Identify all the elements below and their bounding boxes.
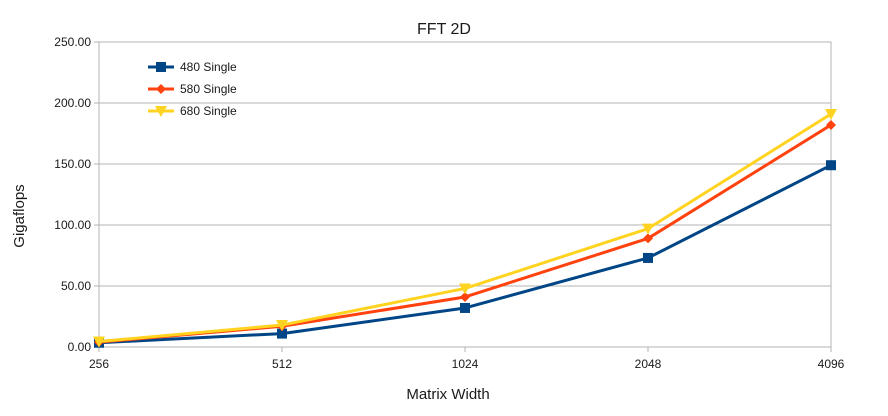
legend-item: 680 Single [148,104,237,118]
x-tick-label: 256 [89,357,109,371]
legend-label: 680 Single [180,104,237,118]
legend-item: 480 Single [148,60,237,74]
data-point [459,283,471,295]
x-tick-label: 2048 [635,357,662,371]
legend: 480 Single 580 Single 680 Single [148,60,237,118]
data-point [277,328,287,339]
data-point [826,160,836,171]
data-point [643,233,653,244]
y-tick-label: 100.00 [54,218,91,232]
y-tick-label: 250.00 [54,35,91,49]
data-point [643,252,653,263]
data-point [276,320,288,332]
series-1 [94,119,836,348]
x-tick-label: 4096 [818,357,845,371]
x-tick-label: 512 [272,357,292,371]
series-0 [94,160,836,348]
data-point [642,223,654,235]
x-tick-label: 1024 [452,357,479,371]
x-axis-title: Matrix Width [406,386,489,403]
axes: 0.00 50.00 100.00 150.00 200.00 250.00 256 512 1… [54,35,844,371]
legend-label: 580 Single [180,82,237,96]
y-tick-label: 50.00 [61,279,91,293]
series-layer [93,108,837,348]
data-point [93,336,105,348]
y-tick-label: 0.00 [68,340,92,354]
legend-label: 480 Single [180,60,237,74]
y-tick-label: 150.00 [54,157,91,171]
data-point [825,108,837,120]
y-tick-label: 200.00 [54,96,91,110]
legend-marker [156,62,166,72]
legend-item: 580 Single [148,82,237,96]
data-point [826,119,836,130]
data-point [460,291,470,302]
series-2 [93,108,837,348]
legend-marker [155,106,167,117]
legend-marker [156,84,166,94]
data-point [460,302,470,313]
y-axis-title: Gigaflops [11,184,28,247]
chart-title: FFT 2D [417,21,471,38]
